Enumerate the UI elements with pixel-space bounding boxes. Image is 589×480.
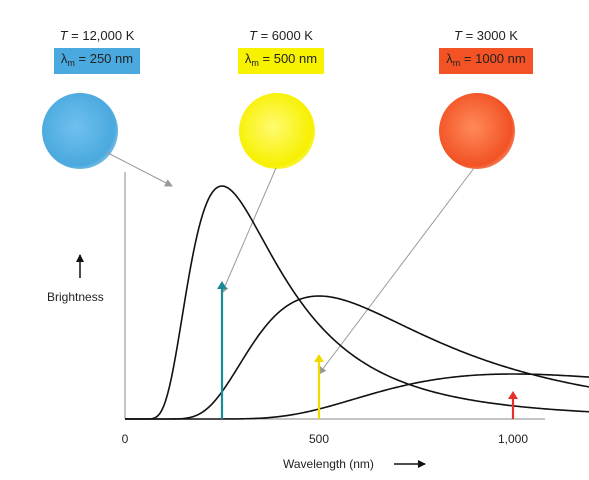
curves [125,185,589,420]
pointer-lines [105,151,475,375]
curve-12000k [125,185,589,420]
star-12000k-group: T = 12,000 K λm = 250 nm [22,28,172,74]
temperature-label: T = 3000 K [454,28,518,43]
x-tick-label: 500 [309,432,329,446]
x-axis-label: Wavelength (nm) [283,457,374,471]
peak-arrowhead-yellow [314,354,324,362]
peak-arrowhead-blue [217,281,227,289]
peak-arrowhead-red [508,391,518,399]
yellow-star-disk [239,93,315,169]
x-tick-label: 1,000 [498,432,528,446]
pointer-line-blue [105,151,173,187]
temperature-label: T = 6000 K [249,28,313,43]
peak-wavelength-label: λm = 1000 nm [439,48,533,74]
star-3000k-group: T = 3000 K λm = 1000 nm [411,28,561,74]
pointer-line-yellow [221,167,277,294]
curve-6000k [125,295,589,420]
blue-star-disk [42,93,118,169]
peak-arrows [217,281,518,419]
peak-wavelength-label: λm = 500 nm [237,48,325,74]
star-6000k-group: T = 6000 K λm = 500 nm [206,28,356,74]
red-star-disk [439,93,515,169]
y-axis-label: Brightness [47,290,104,304]
curve-3000k [125,373,589,420]
peak-wavelength-label: λm = 250 nm [53,48,141,74]
pointer-line-red [318,167,475,375]
temperature-label: T = 12,000 K [59,28,135,43]
x-tick-label: 0 [122,432,129,446]
